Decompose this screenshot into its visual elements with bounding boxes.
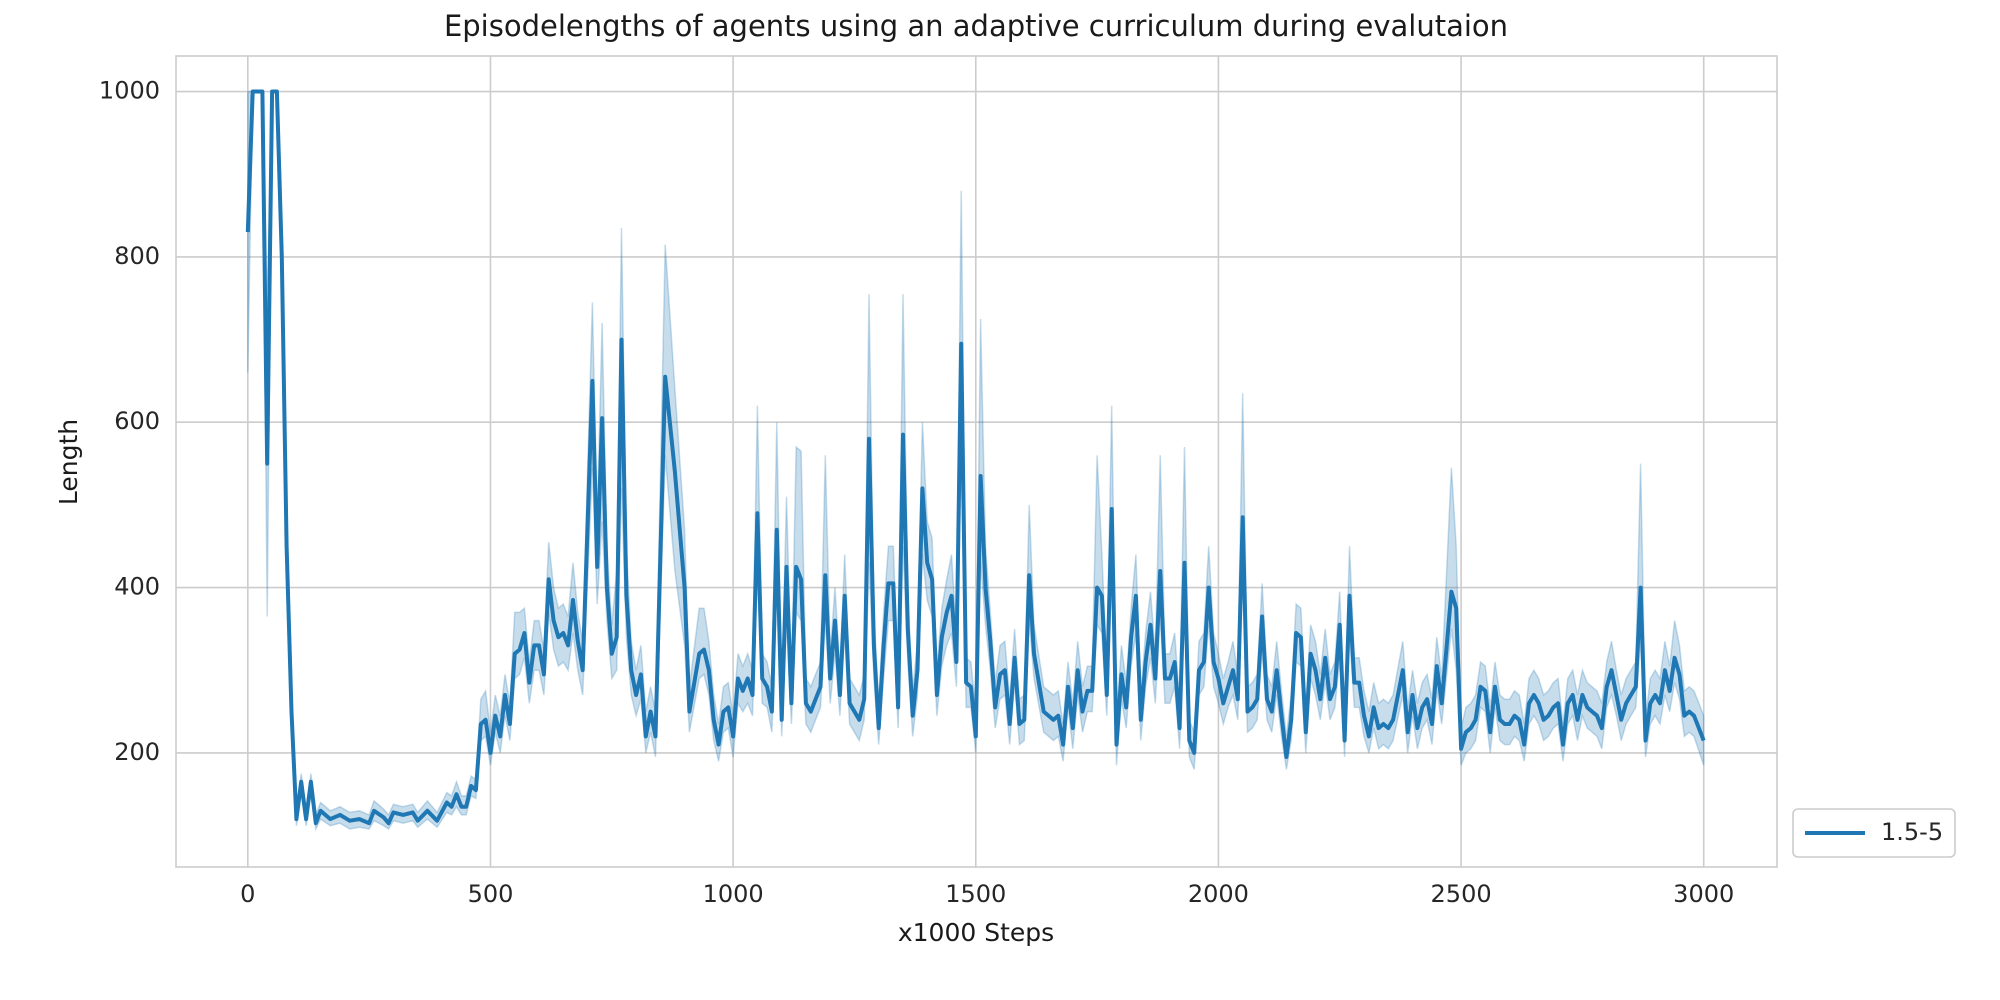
legend: 1.5-5: [1792, 808, 1956, 858]
y-tick-label: 1000: [99, 77, 160, 105]
y-tick-label: 800: [114, 242, 160, 270]
plot-frame: [175, 55, 1778, 868]
y-tick-label: 400: [114, 573, 160, 601]
x-tick-label: 500: [468, 880, 514, 908]
x-tick-label: 1500: [945, 880, 1006, 908]
x-axis-label: x1000 Steps: [898, 918, 1054, 947]
chart-title: Episodelengths of agents using an adapti…: [444, 9, 1508, 43]
x-tick-label: 2000: [1188, 880, 1249, 908]
line: [245, 89, 1706, 826]
x-tick-label: 0: [240, 880, 255, 908]
y-axis-label: Length: [54, 419, 83, 505]
x-tick-label: 3000: [1673, 880, 1734, 908]
y-tick-label: 600: [114, 407, 160, 435]
x-tick-label: 1000: [703, 880, 764, 908]
legend-label: 1.5-5: [1881, 818, 1943, 846]
y-tick-label: 200: [114, 738, 160, 766]
legend-frame: [1792, 808, 1956, 858]
x-tick-label: 2500: [1431, 880, 1492, 908]
